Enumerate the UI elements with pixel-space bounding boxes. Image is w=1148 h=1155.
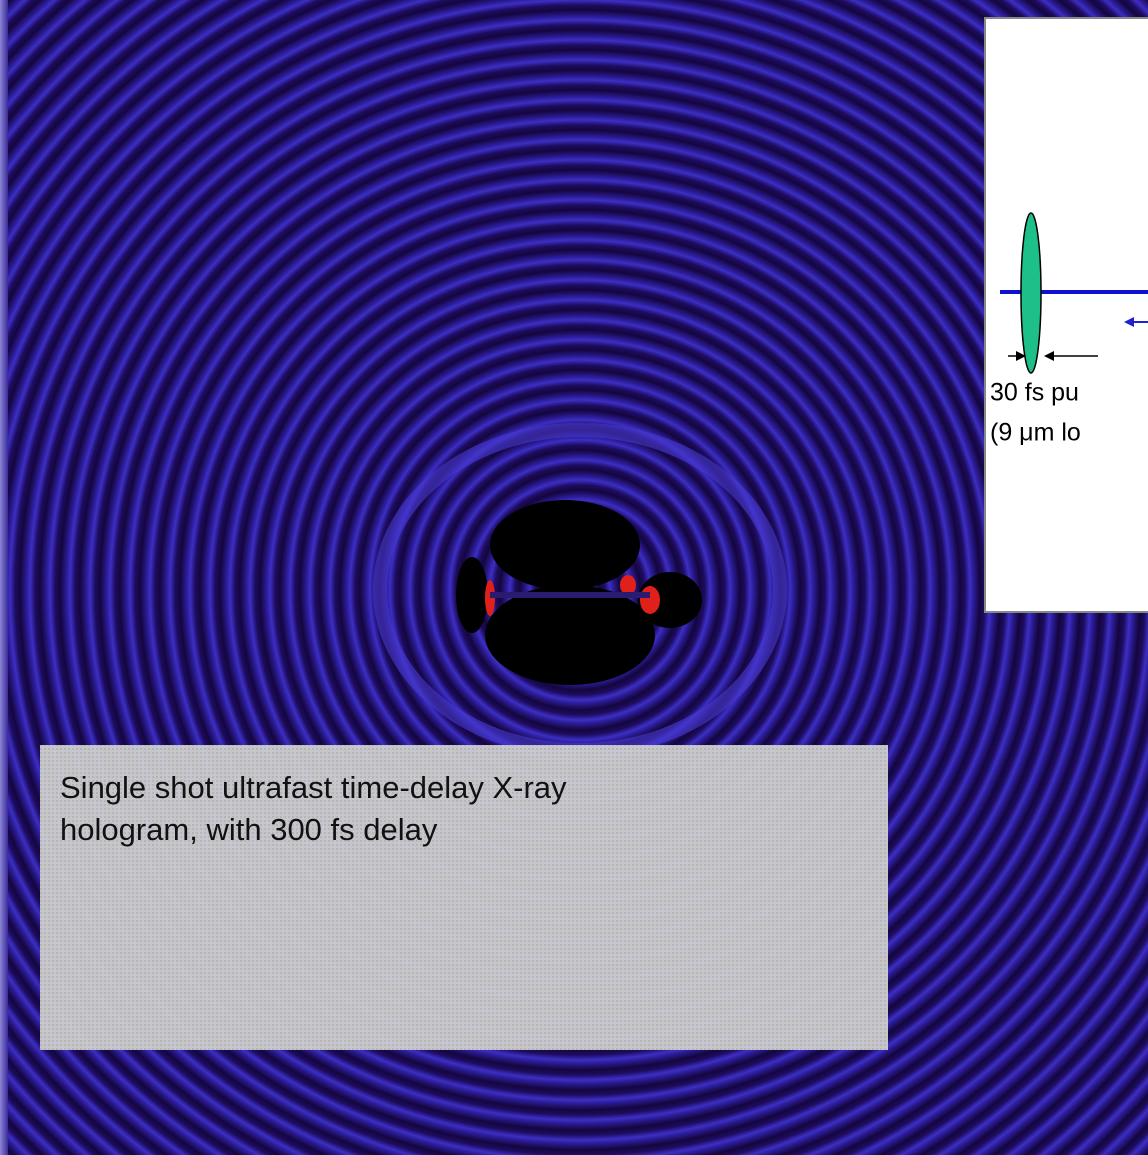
- caption-line: hologram, with 300 fs delay: [60, 812, 438, 847]
- left-edge: [0, 0, 8, 1155]
- inset-label: (9 μm lo: [990, 419, 1081, 447]
- inset-panel: 30 fs pu (9 μm lo: [984, 17, 1148, 613]
- caption-box: Single shot ultrafast time-delay X-ray h…: [40, 745, 888, 1050]
- caption-line: Single shot ultrafast time-delay X-ray: [60, 770, 567, 805]
- inset-label: 30 fs pu: [990, 379, 1079, 407]
- hologram-center: [373, 423, 787, 757]
